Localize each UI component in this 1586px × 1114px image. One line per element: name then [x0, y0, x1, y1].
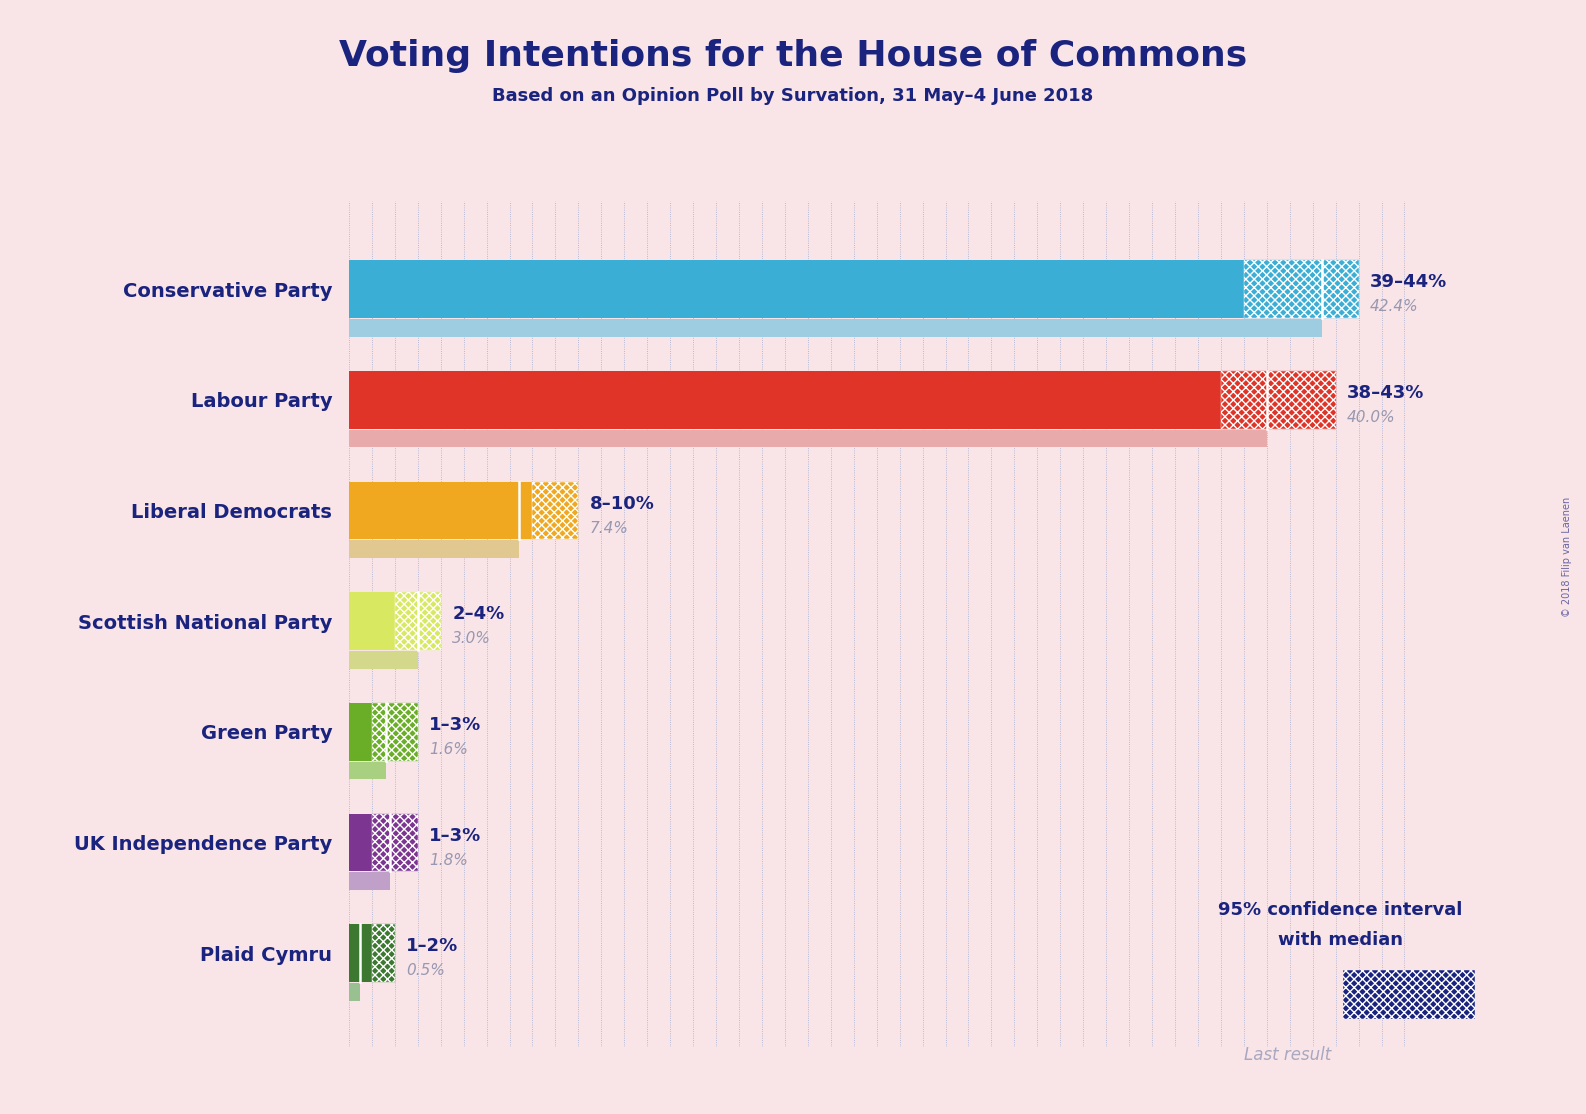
Text: 3.0%: 3.0%	[452, 632, 492, 646]
Text: 0.5%: 0.5%	[406, 964, 446, 978]
Bar	[371, 925, 395, 981]
Bar	[371, 925, 395, 981]
Bar	[349, 481, 533, 539]
Bar	[395, 593, 441, 649]
Bar	[349, 319, 1321, 336]
Bar	[349, 651, 417, 668]
Text: Last result: Last result	[1243, 1046, 1331, 1064]
Bar	[349, 813, 371, 871]
Bar	[349, 872, 390, 890]
Text: 38–43%: 38–43%	[1347, 384, 1424, 402]
Bar	[533, 481, 579, 539]
Text: 95% confidence interval: 95% confidence interval	[1218, 901, 1462, 919]
Text: 40.0%: 40.0%	[1347, 410, 1396, 424]
Text: Based on an Opinion Poll by Survation, 31 May–4 June 2018: Based on an Opinion Poll by Survation, 3…	[492, 87, 1094, 105]
Bar	[349, 983, 360, 1000]
Bar	[349, 540, 519, 558]
Text: 2–4%: 2–4%	[452, 605, 504, 624]
Bar	[349, 593, 395, 649]
Bar	[371, 813, 417, 871]
Bar	[349, 762, 385, 780]
Bar	[371, 703, 417, 761]
Bar	[349, 430, 1267, 448]
Bar	[395, 593, 441, 649]
Bar	[349, 925, 371, 981]
Text: with median: with median	[1278, 931, 1402, 949]
Bar	[349, 371, 1221, 429]
Bar	[1243, 261, 1359, 317]
Text: © 2018 Filip van Laenen: © 2018 Filip van Laenen	[1562, 497, 1572, 617]
Text: 1.6%: 1.6%	[430, 742, 468, 756]
Text: 1.8%: 1.8%	[430, 852, 468, 868]
Bar	[349, 703, 371, 761]
Text: 8–10%: 8–10%	[590, 495, 655, 512]
Text: 42.4%: 42.4%	[1370, 300, 1418, 314]
Bar	[533, 481, 579, 539]
Bar	[1221, 371, 1335, 429]
Text: 39–44%: 39–44%	[1370, 273, 1448, 292]
Bar	[371, 813, 417, 871]
Text: 1–3%: 1–3%	[430, 827, 482, 844]
Text: Voting Intentions for the House of Commons: Voting Intentions for the House of Commo…	[339, 39, 1247, 74]
Bar	[371, 703, 417, 761]
Text: 7.4%: 7.4%	[590, 520, 628, 536]
Text: 1–2%: 1–2%	[406, 938, 458, 956]
Bar	[349, 261, 1243, 317]
Bar	[1243, 261, 1359, 317]
Text: 1–3%: 1–3%	[430, 716, 482, 734]
Bar	[1221, 371, 1335, 429]
